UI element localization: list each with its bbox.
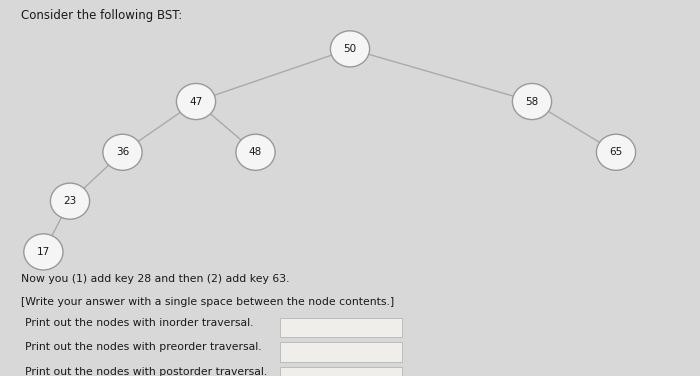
Text: 47: 47 <box>190 97 202 106</box>
Text: 48: 48 <box>249 147 262 157</box>
Text: 36: 36 <box>116 147 129 157</box>
Text: 17: 17 <box>37 247 50 257</box>
Text: 50: 50 <box>344 44 356 54</box>
Ellipse shape <box>24 234 63 270</box>
Ellipse shape <box>236 134 275 170</box>
FancyBboxPatch shape <box>280 367 402 376</box>
FancyBboxPatch shape <box>280 342 402 362</box>
Text: Now you (1) add key 28 and then (2) add key 63.: Now you (1) add key 28 and then (2) add … <box>21 274 290 285</box>
Ellipse shape <box>330 31 370 67</box>
Text: [Write your answer with a single space between the node contents.]: [Write your answer with a single space b… <box>21 297 394 307</box>
Ellipse shape <box>50 183 90 219</box>
Text: Print out the nodes with postorder traversal.: Print out the nodes with postorder trave… <box>25 367 267 376</box>
Text: Consider the following BST:: Consider the following BST: <box>21 9 182 23</box>
Text: 65: 65 <box>610 147 622 157</box>
Text: Print out the nodes with inorder traversal.: Print out the nodes with inorder travers… <box>25 318 253 328</box>
Text: 23: 23 <box>64 196 76 206</box>
Text: Print out the nodes with preorder traversal.: Print out the nodes with preorder traver… <box>25 342 261 352</box>
Ellipse shape <box>596 134 636 170</box>
FancyBboxPatch shape <box>280 318 402 337</box>
Text: 58: 58 <box>526 97 538 106</box>
Ellipse shape <box>176 83 216 120</box>
Ellipse shape <box>512 83 552 120</box>
Ellipse shape <box>103 134 142 170</box>
